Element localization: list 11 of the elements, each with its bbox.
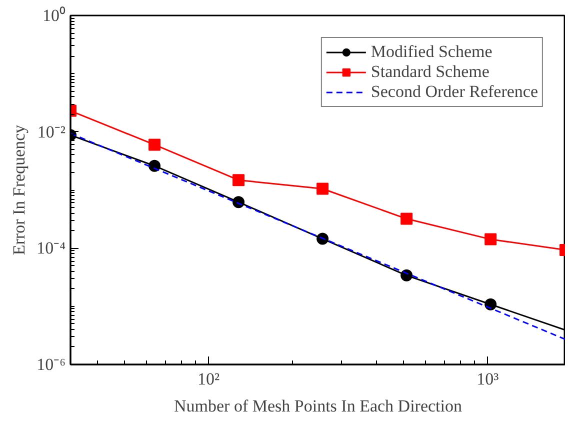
legend-label: Second Order Reference	[370, 82, 538, 102]
y-tick-label: 10⁻⁶	[36, 355, 66, 374]
y-tick-label: 10⁰	[42, 6, 66, 25]
x-tick-label: 10²	[198, 370, 220, 388]
x-axis-title: Number of Mesh Points In Each Direction	[174, 396, 462, 416]
y-tick-label: 10⁻⁴	[36, 238, 66, 258]
y-axis-title: Error In Frequency	[10, 124, 29, 256]
legend-label: Modified Scheme	[370, 42, 492, 62]
legend-label: Standard Scheme	[370, 62, 490, 82]
y-tick-label: 10⁻²	[37, 122, 66, 142]
x-tick-label: 10³	[476, 370, 499, 388]
